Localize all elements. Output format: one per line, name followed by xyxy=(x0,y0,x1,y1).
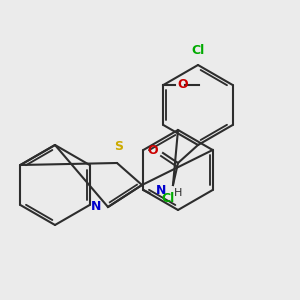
Text: O: O xyxy=(148,145,158,158)
Text: O: O xyxy=(177,79,188,92)
Text: S: S xyxy=(115,140,124,153)
Text: H: H xyxy=(174,188,182,198)
Text: N: N xyxy=(91,200,101,214)
Text: Cl: Cl xyxy=(161,191,175,205)
Text: N: N xyxy=(156,184,166,196)
Text: Cl: Cl xyxy=(191,44,205,57)
